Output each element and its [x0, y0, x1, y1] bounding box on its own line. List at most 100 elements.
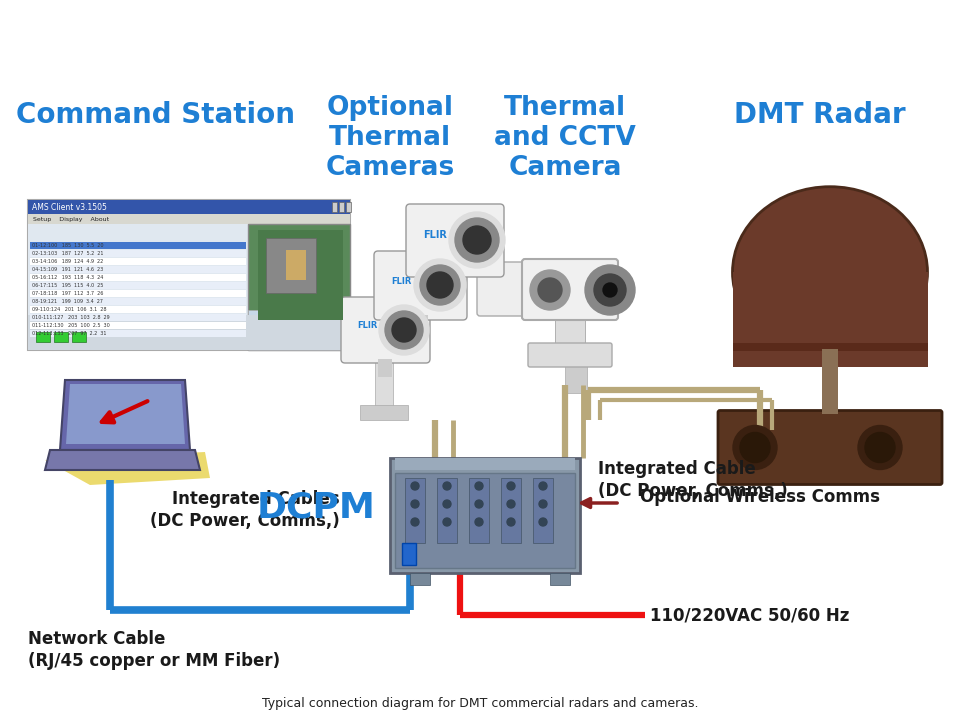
Polygon shape — [66, 384, 185, 444]
FancyBboxPatch shape — [718, 410, 942, 485]
FancyBboxPatch shape — [522, 259, 618, 320]
Bar — [248, 224, 350, 350]
Circle shape — [538, 278, 562, 302]
Bar — [413, 315, 428, 334]
Bar — [533, 478, 553, 543]
Text: Integrated Cable
(DC Power, Comms,): Integrated Cable (DC Power, Comms,) — [598, 460, 788, 500]
Circle shape — [507, 518, 515, 526]
Circle shape — [530, 270, 570, 310]
Bar — [733, 272, 928, 367]
Circle shape — [443, 500, 451, 508]
Text: 07-18:118   197  112  3.7  26: 07-18:118 197 112 3.7 26 — [32, 291, 104, 296]
Bar — [378, 359, 392, 377]
Bar — [332, 202, 337, 212]
Circle shape — [411, 518, 419, 526]
Text: 01-12:100   185  130  5.5  20: 01-12:100 185 130 5.5 20 — [32, 243, 104, 248]
Circle shape — [740, 433, 770, 462]
Circle shape — [411, 500, 419, 508]
Bar — [248, 310, 350, 350]
Bar — [30, 274, 246, 281]
Text: 06-17:115   195  115  4.0  25: 06-17:115 195 115 4.0 25 — [32, 283, 104, 288]
Circle shape — [392, 318, 416, 342]
Circle shape — [507, 482, 515, 490]
Bar — [258, 230, 343, 320]
Text: Optional Wireless Comms: Optional Wireless Comms — [640, 488, 880, 506]
Bar — [30, 322, 246, 329]
Bar — [501, 478, 521, 543]
Bar — [30, 258, 246, 265]
Circle shape — [594, 274, 626, 306]
Bar — [286, 250, 306, 280]
Bar — [565, 363, 587, 393]
Circle shape — [858, 426, 902, 469]
Text: FLIR: FLIR — [357, 322, 377, 330]
Bar — [395, 458, 575, 470]
Text: DMT Radar: DMT Radar — [734, 101, 906, 129]
Circle shape — [443, 518, 451, 526]
Bar — [437, 478, 457, 543]
Circle shape — [427, 272, 453, 298]
Text: 05-16:112   193  118  4.3  24: 05-16:112 193 118 4.3 24 — [32, 275, 104, 280]
Bar — [822, 348, 838, 413]
Bar — [28, 315, 350, 350]
Circle shape — [539, 518, 547, 526]
FancyBboxPatch shape — [477, 262, 558, 316]
Circle shape — [420, 265, 460, 305]
Bar — [550, 573, 570, 585]
Bar — [28, 214, 350, 224]
Bar — [30, 306, 246, 313]
Bar — [395, 473, 575, 568]
Text: 03-14:106   189  124  4.9  22: 03-14:106 189 124 4.9 22 — [32, 259, 104, 264]
Text: 09-110:124   201  106  3.1  28: 09-110:124 201 106 3.1 28 — [32, 307, 107, 312]
Bar — [30, 298, 246, 305]
Polygon shape — [45, 452, 210, 485]
Text: 011-112:130   205  100  2.5  30: 011-112:130 205 100 2.5 30 — [32, 323, 109, 328]
Circle shape — [733, 426, 777, 469]
Text: Integrated Cables
(DC Power, Comms,): Integrated Cables (DC Power, Comms,) — [151, 490, 340, 530]
Bar — [28, 224, 248, 350]
Circle shape — [475, 500, 483, 508]
Bar — [30, 330, 246, 337]
Text: FLIR: FLIR — [391, 276, 411, 286]
FancyBboxPatch shape — [341, 297, 430, 363]
Bar — [266, 238, 316, 293]
Text: FLIR: FLIR — [423, 230, 447, 240]
Bar — [30, 266, 246, 273]
Circle shape — [385, 311, 423, 349]
FancyBboxPatch shape — [528, 343, 612, 367]
Bar — [346, 202, 351, 212]
Bar — [72, 332, 86, 342]
Text: 02-13:103   187  127  5.2  21: 02-13:103 187 127 5.2 21 — [32, 251, 104, 256]
Bar — [390, 458, 580, 573]
Bar — [54, 332, 68, 342]
FancyBboxPatch shape — [374, 251, 467, 320]
Bar — [469, 478, 489, 543]
Bar — [30, 290, 246, 297]
Bar — [30, 242, 246, 249]
Text: 08-19:121   199  109  3.4  27: 08-19:121 199 109 3.4 27 — [32, 299, 103, 304]
Bar — [30, 282, 246, 289]
Circle shape — [539, 500, 547, 508]
Bar — [30, 242, 246, 249]
Text: Thermal
and CCTV
Camera: Thermal and CCTV Camera — [494, 95, 636, 181]
Bar — [375, 355, 393, 410]
Text: Typical connection diagram for DMT commercial radars and cameras.: Typical connection diagram for DMT comme… — [262, 697, 698, 710]
Polygon shape — [45, 450, 200, 470]
Circle shape — [411, 482, 419, 490]
Bar — [30, 314, 246, 321]
Text: 012-113:133   207  97  2.2  31: 012-113:133 207 97 2.2 31 — [32, 331, 107, 336]
Text: Command Station: Command Station — [15, 101, 295, 129]
Circle shape — [463, 226, 491, 254]
Text: 010-111:127   203  103  2.8  29: 010-111:127 203 103 2.8 29 — [32, 315, 109, 320]
Bar — [447, 272, 463, 292]
Text: Network Cable
(RJ/45 copper or MM Fiber): Network Cable (RJ/45 copper or MM Fiber) — [28, 630, 280, 670]
Bar — [405, 478, 425, 543]
Circle shape — [455, 218, 499, 262]
Bar — [339, 202, 344, 212]
Circle shape — [414, 259, 466, 311]
Circle shape — [449, 212, 505, 268]
Circle shape — [585, 265, 635, 315]
Text: 04-15:109   191  121  4.6  23: 04-15:109 191 121 4.6 23 — [32, 267, 104, 272]
Circle shape — [443, 482, 451, 490]
Circle shape — [539, 482, 547, 490]
